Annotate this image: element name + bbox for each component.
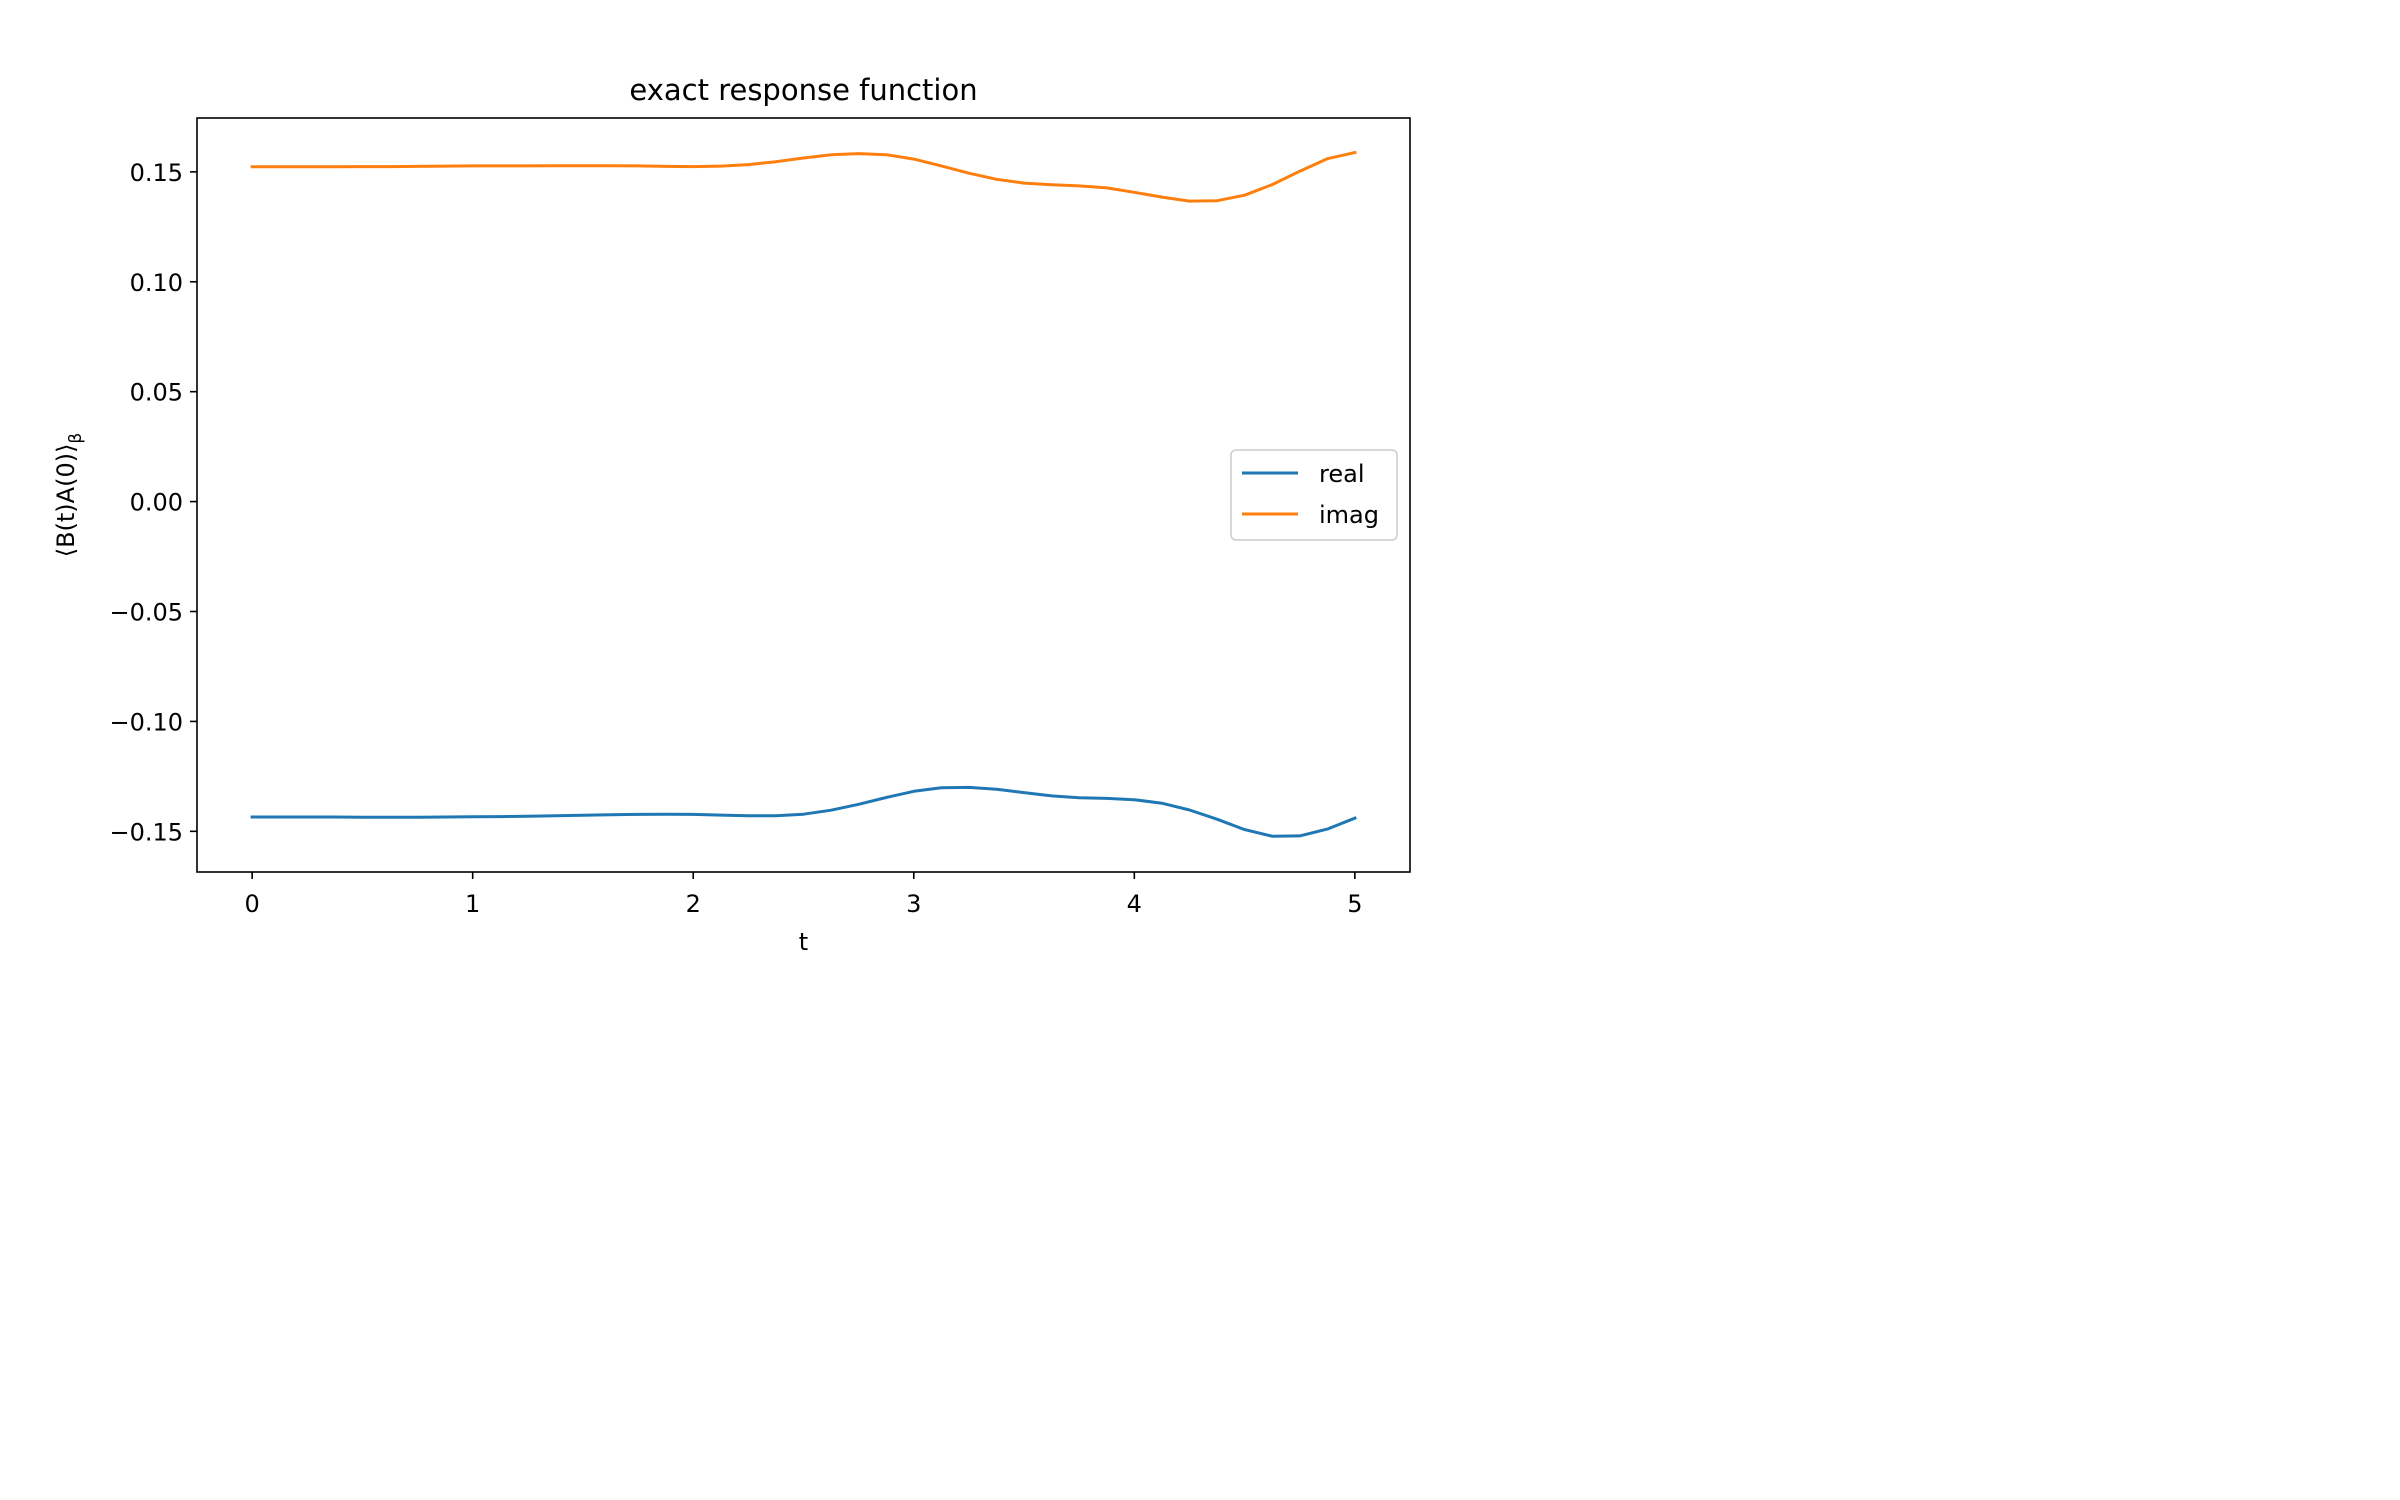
- x-tick-label: 2: [686, 890, 701, 918]
- y-axis-label-subscript: β: [66, 433, 86, 444]
- x-tick-label: 4: [1127, 890, 1142, 918]
- y-tick-label: −0.05: [109, 599, 183, 627]
- y-tick-label: −0.10: [109, 708, 183, 736]
- x-axis: 0 1 2 3 4 5: [244, 872, 1363, 918]
- chart-title: exact response function: [629, 73, 977, 107]
- series-line-imag: [250, 150, 1357, 203]
- legend: real imag: [1230, 449, 1398, 541]
- y-axis-label-main: ⟨B(t)A(0)⟩: [52, 444, 80, 558]
- y-axis-label: ⟨B(t)A(0)⟩β: [52, 433, 86, 558]
- x-tick-label: 3: [906, 890, 921, 918]
- x-tick-label: 1: [465, 890, 480, 918]
- plot-frame: [196, 117, 1411, 873]
- y-tick-label: 0.10: [130, 269, 183, 297]
- y-tick-label: 0.05: [130, 379, 183, 407]
- x-tick-label: 5: [1347, 890, 1362, 918]
- legend-label-imag: imag: [1319, 501, 1379, 529]
- y-axis: 0.15 0.10 0.05 0.00 −0.05 −0.10 −0.15: [109, 159, 197, 846]
- y-tick-label: −0.15: [109, 818, 183, 846]
- series-layer: [250, 150, 1357, 838]
- y-tick-label: 0.00: [130, 489, 183, 517]
- legend-label-real: real: [1319, 460, 1364, 488]
- x-axis-label: t: [799, 928, 808, 956]
- x-tick-label: 0: [244, 890, 259, 918]
- y-tick-label: 0.15: [130, 159, 183, 187]
- series-line-real: [250, 785, 1357, 838]
